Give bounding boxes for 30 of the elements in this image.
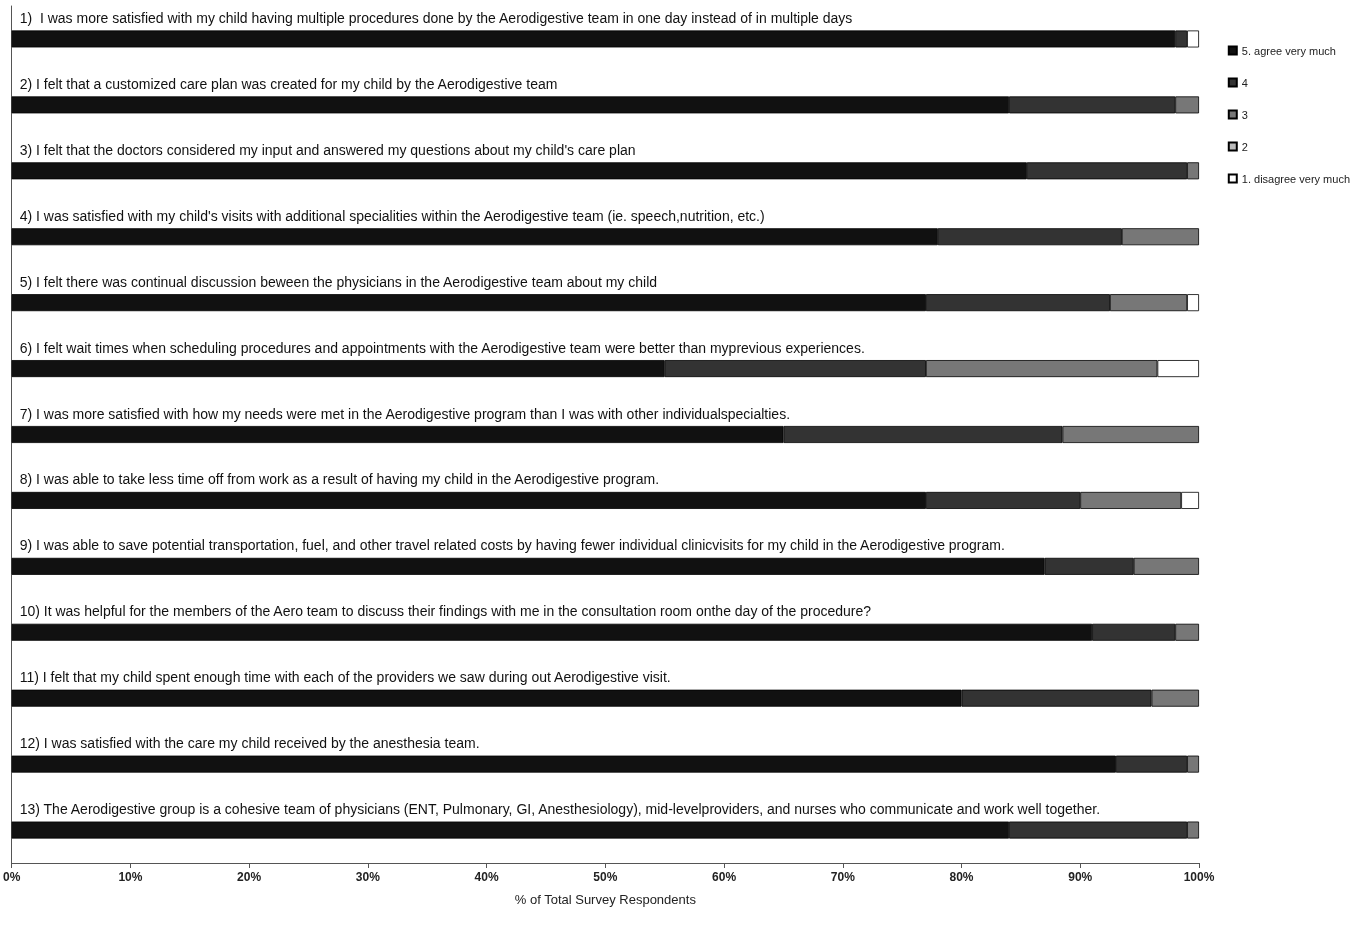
y-tick-label: 10) It was helpful for the members of the Aero team to discuss their findings with me in the consultation room onthe day of the procedure? (19, 603, 872, 620)
y-tick-label: 2) I felt that a customized care plan was created for my child by the Aerodigestive team (19, 75, 558, 92)
x-tick-label: 20% (237, 870, 262, 884)
x-tick-label: 50% (593, 870, 618, 884)
y-tick-label: 8) I was able to take less time off from work as a result of having my child in the Aerodigestive program. (19, 471, 660, 488)
y-tick-label: 1) I was more satisfied with my child having multiple procedures done by the Aerodigestive team in one day instead of in multiple days (19, 9, 853, 26)
y-tick-label: 12) I was satisfied with the care my child received by the anesthesia team. (19, 735, 480, 752)
y-tick-label: 13) The Aerodigestive group is a cohesive team of physicians (ENT, Pulmonary, GI, Anesthesiology), mid-levelproviders, and nurses who communicate and work well together. (19, 801, 1101, 818)
x-tick-label: 60% (712, 870, 737, 884)
legend-label: 3 (1241, 108, 1248, 121)
legend-label: 1. disagree very much (1241, 172, 1350, 185)
y-tick-label: 4) I was satisfied with my child's visits with additional specialities within the Aerodigestive team (ie. speech,nutrition, etc.) (19, 207, 765, 224)
y-tick-label: 6) I felt wait times when scheduling procedures and appointments with the Aerodigestive team were better than myprevious experiences. (19, 339, 865, 356)
x-tick-label: 0% (3, 870, 21, 884)
x-axis-title: % of Total Survey Respondents (514, 892, 697, 907)
legend-label: 5. agree very much (1241, 44, 1336, 57)
x-tick-label: 70% (830, 870, 856, 884)
x-tick-label: 90% (1068, 870, 1093, 884)
y-tick-label: 11) I felt that my child spent enough time with each of the providers we saw during out Aerodigestive visit. (19, 669, 671, 686)
y-tick-label: 9) I was able to save potential transportation, fuel, and other travel related costs by having fewer individual clinicvisits for my child in the Aerodigestive program. (19, 537, 1005, 554)
x-tick-label: 30% (355, 870, 381, 884)
y-tick-label: 5) I felt there was continual discussion beween the physicians in the Aerodigestive team about my child (19, 273, 658, 290)
legend-label: 2 (1241, 140, 1248, 153)
x-tick-label: 40% (474, 870, 499, 884)
y-tick-label: 3) I felt that the doctors considered my input and answered my questions about my child's care plan (19, 141, 636, 158)
x-tick-label: 10% (118, 870, 143, 884)
y-tick-label: 7) I was more satisfied with how my needs were met in the Aerodigestive program than I was with other individualspecialties. (19, 405, 791, 422)
x-tick-label: 100% (1183, 870, 1215, 884)
x-tick-label: 80% (949, 870, 974, 884)
legend-label: 4 (1241, 76, 1248, 89)
